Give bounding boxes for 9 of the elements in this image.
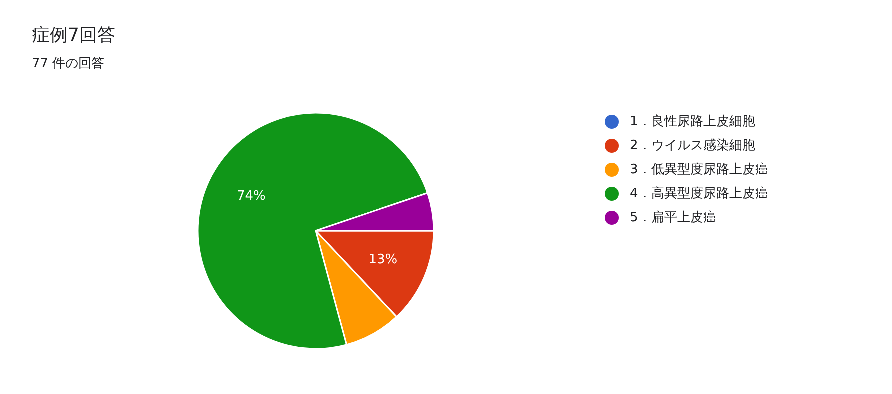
chart-title: 症例7回答 — [32, 24, 116, 46]
legend-label: 3．低異型度尿路上皮癌 — [630, 162, 768, 178]
legend-label: 4．高異型度尿路上皮癌 — [630, 186, 768, 202]
legend-label: 5．扁平上皮癌 — [630, 210, 716, 226]
legend-label: 1．良性尿路上皮細胞 — [630, 114, 756, 130]
data-label: 13% — [368, 252, 398, 268]
legend-label: 2．ウイルス感染細胞 — [630, 138, 756, 154]
text: 77 件の回答 — [32, 56, 105, 72]
data-label: 74% — [237, 189, 266, 204]
